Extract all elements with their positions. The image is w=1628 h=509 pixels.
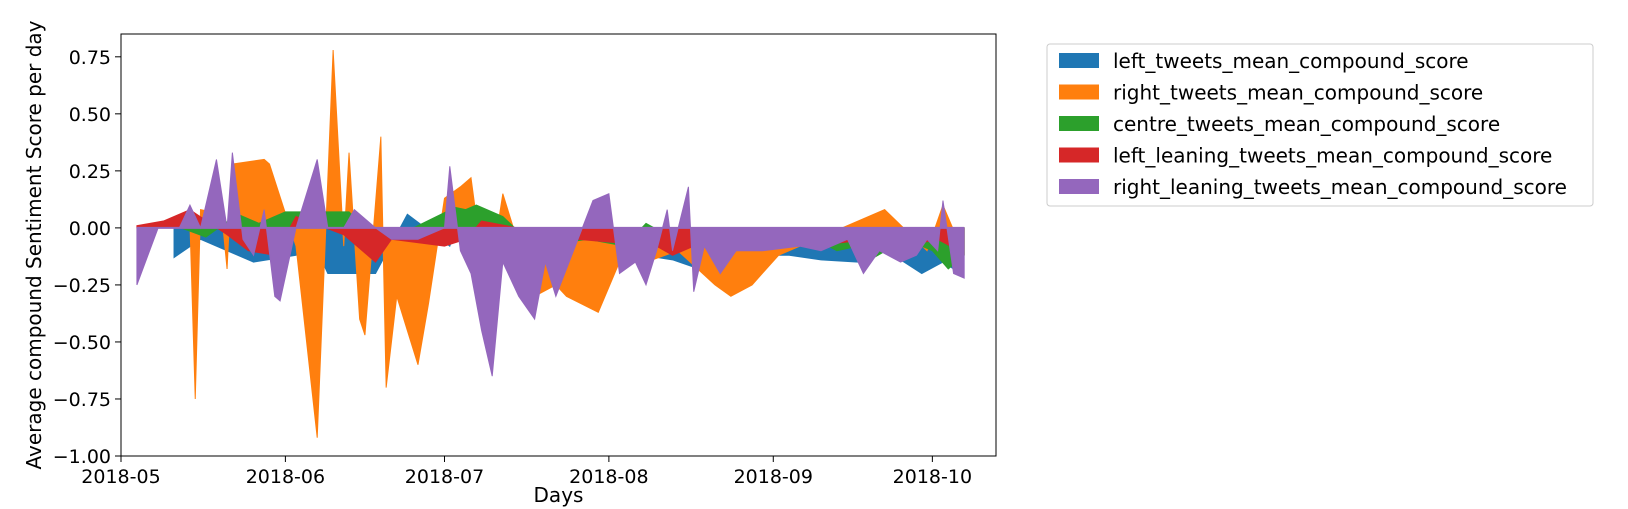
- legend-swatch: [1059, 179, 1099, 194]
- legend-label: left_leaning_tweets_mean_compound_score: [1113, 144, 1552, 168]
- x-tick-label: 2018-06: [246, 466, 325, 488]
- x-tick-label: 2018-07: [405, 466, 484, 488]
- legend-frame: [1046, 43, 1594, 207]
- legend-swatch: [1059, 84, 1099, 100]
- legend: left_tweets_mean_compound_score right_twe…: [1046, 43, 1594, 207]
- legend-swatch: [1059, 53, 1099, 68]
- x-tick-label: 2018-09: [734, 466, 813, 488]
- legend-label: right_tweets_mean_compound_score: [1113, 81, 1483, 105]
- series-area-5: [136, 152, 965, 377]
- y-tick-label: −0.75: [53, 389, 111, 411]
- y-tick-label: −0.25: [53, 275, 111, 297]
- y-tick-label: 0.25: [69, 161, 111, 183]
- legend-swatch: [1059, 147, 1099, 163]
- x-axis-title: Days: [534, 483, 584, 507]
- y-tick-label: 0.00: [69, 218, 111, 240]
- x-tick-label: 2018-05: [81, 466, 160, 488]
- y-tick-label: −1.00: [53, 446, 111, 468]
- x-axis-ticks: 2018-05 2018-06 2018-07 2018-08 2018-09 2018-…: [81, 456, 972, 488]
- y-tick-label: 0.50: [69, 104, 111, 126]
- legend-swatch: [1059, 116, 1099, 131]
- y-axis-title: Average compound Sentiment Score per day: [22, 20, 46, 469]
- legend-label: centre_tweets_mean_compound_score: [1113, 112, 1500, 136]
- x-tick-label: 2018-10: [893, 466, 972, 488]
- series-areas: [136, 49, 965, 438]
- plot-frame: [120, 33, 997, 457]
- series-area-2: [189, 49, 965, 438]
- y-axis-ticks: −1.00 −0.75 −0.50 −0.25 0.00 0.25 0.50 0.75: [53, 47, 121, 468]
- legend-label: left_tweets_mean_compound_score: [1113, 49, 1469, 73]
- x-tick-label: 2018-08: [569, 466, 648, 488]
- y-tick-label: −0.50: [53, 332, 111, 354]
- legend-label: right_leaning_tweets_mean_compound_score: [1113, 175, 1567, 199]
- y-tick-label: 0.75: [69, 47, 111, 69]
